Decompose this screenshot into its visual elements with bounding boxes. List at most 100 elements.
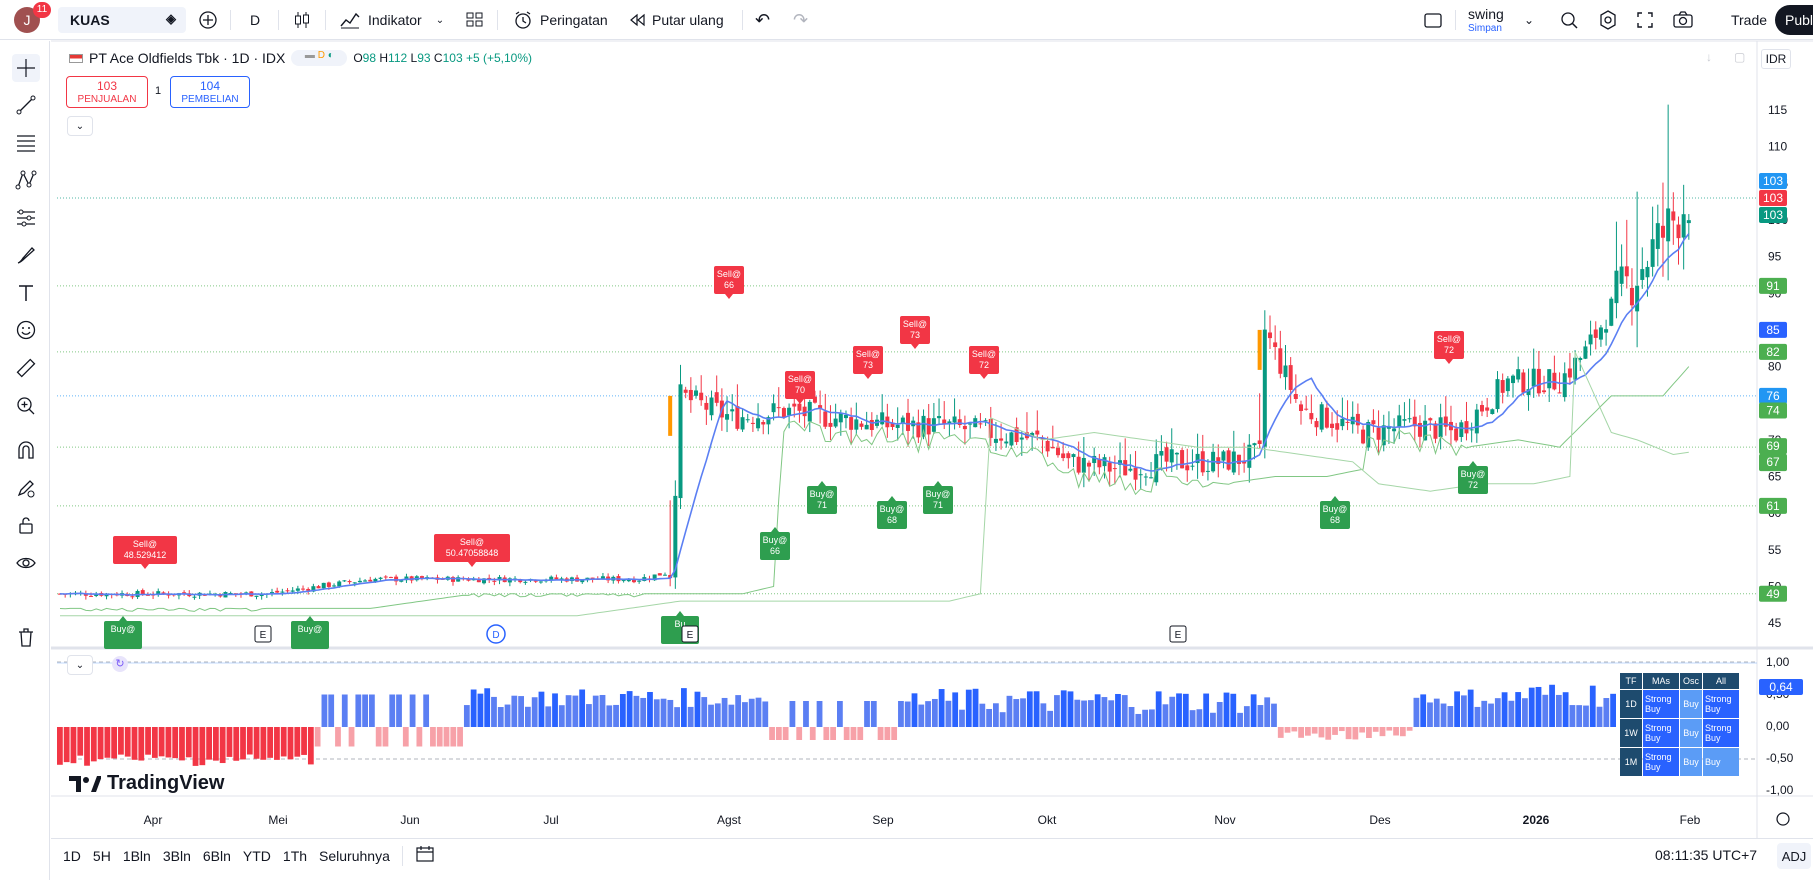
osc-bar [57, 727, 63, 765]
quick-search-icon[interactable] [1559, 9, 1579, 31]
candle-body [197, 592, 202, 596]
osc-bar [1121, 695, 1128, 727]
candle-body [818, 405, 823, 409]
layouts-grid-icon[interactable] [465, 9, 485, 31]
osc-current-bg [1759, 679, 1803, 695]
alerts-button[interactable]: Peringatan [512, 9, 608, 31]
candle-body [606, 576, 611, 581]
projection-icon[interactable] [12, 204, 40, 232]
fullscreen-icon[interactable] [1636, 9, 1654, 31]
ruler-icon[interactable] [12, 354, 40, 382]
notification-badge[interactable]: 11 [33, 2, 51, 18]
osc-bar [558, 705, 565, 727]
candle-body [1319, 404, 1324, 430]
osc-bar [613, 704, 619, 727]
buy-order-button[interactable]: 104 PEMBELIAN [170, 76, 250, 108]
scroll-down-icon[interactable]: ↓ [1706, 50, 1712, 64]
osc-bar [1345, 727, 1352, 740]
candle-body [316, 586, 321, 589]
date-range-calendar-icon[interactable] [415, 845, 435, 866]
camera-snapshot-icon[interactable] [1672, 9, 1694, 31]
osc-bar [118, 727, 124, 755]
adj-button[interactable]: ADJ [1777, 843, 1811, 869]
maximize-pane-icon[interactable]: ▢ [1734, 50, 1746, 64]
range-1m[interactable]: 1Bln [122, 847, 151, 864]
replay-button[interactable]: Putar ulang [628, 9, 724, 31]
osc-tick-label: 0,50 [1766, 687, 1790, 701]
time-axis-label: Jul [543, 813, 558, 827]
refresh-icon[interactable]: ↻ [112, 656, 128, 672]
signal-label: Buy@ [298, 624, 323, 634]
candle-body [1236, 454, 1241, 464]
price-tick-label: 110 [1768, 140, 1787, 154]
candle-body [409, 576, 414, 581]
range-ytd[interactable]: YTD [242, 847, 271, 864]
range-1y[interactable]: 1Th [282, 847, 308, 864]
osc-bar [640, 697, 647, 727]
candle-body [895, 424, 900, 428]
undo-icon[interactable]: ↶ [755, 9, 771, 30]
collapse-pane-button[interactable]: ⌄ [67, 655, 93, 675]
crosshair-icon[interactable] [12, 54, 40, 82]
chevron-down-icon[interactable]: ⌄ [1524, 13, 1535, 27]
add-symbol-icon[interactable] [198, 9, 218, 31]
redo-icon[interactable]: ↷ [793, 9, 809, 30]
trash-icon[interactable] [12, 623, 40, 651]
range-5d[interactable]: 5H [92, 847, 111, 864]
chevron-down-icon[interactable]: ⌄ [435, 14, 445, 26]
candle-body [1257, 440, 1262, 445]
trend-line-icon[interactable] [12, 91, 40, 119]
publish-button[interactable]: Publ [1775, 5, 1813, 35]
order-quantity[interactable]: 1 [155, 85, 162, 97]
signal-label: Sell@ [856, 349, 880, 359]
candle-body [1624, 266, 1629, 277]
diamond-icon[interactable]: ◈ [166, 11, 176, 26]
trade-button[interactable]: Trade [1730, 12, 1768, 28]
candle-body [83, 593, 88, 596]
collapse-legend-button[interactable]: ⌄ [67, 116, 93, 136]
candle-body [176, 593, 181, 596]
currency-button[interactable]: IDR [1761, 49, 1791, 69]
candle-body [1542, 390, 1547, 393]
interval-button[interactable]: D [250, 12, 261, 28]
signal-pointer [934, 481, 942, 486]
indicators-button[interactable]: Indikator ⌄ [339, 9, 444, 31]
brush-icon[interactable] [12, 241, 40, 269]
osc-bar [70, 727, 77, 764]
range-1d[interactable]: 1D [63, 847, 81, 864]
symbol-search[interactable]: KUAS ◈ [58, 7, 186, 33]
signal-pointer [725, 294, 733, 299]
candle-body [1433, 423, 1438, 439]
candle-style-icon[interactable] [292, 9, 312, 31]
range-6m[interactable]: 6Bln [202, 847, 231, 864]
range-all[interactable]: Seluruhnya [319, 847, 390, 864]
chart-title[interactable]: PT Ace Oldfields Tbk · 1D · IDX [89, 50, 286, 66]
tv-logo-icon [69, 775, 101, 792]
layout-name-button[interactable]: swing Simpan [1468, 6, 1504, 34]
lock-icon[interactable] [12, 511, 40, 539]
tradingview-logo[interactable]: TradingView [69, 772, 224, 795]
candle-body [647, 578, 652, 580]
osc-bar [138, 727, 145, 761]
price-tick-label: 75 [1768, 396, 1782, 410]
clock[interactable]: 08:11:35 UTC+7 [1655, 847, 1758, 863]
magnet-icon[interactable] [12, 436, 40, 464]
emoji-icon[interactable] [12, 316, 40, 344]
visibility-toggle-icon[interactable]: ▬ D ◐ [291, 50, 348, 66]
ratings-header: MAs [1643, 673, 1679, 689]
range-3m[interactable]: 3Bln [162, 847, 191, 864]
fib-retracement-icon[interactable] [12, 129, 40, 157]
eye-icon[interactable] [12, 549, 40, 577]
settings-gear-icon[interactable] [1598, 9, 1618, 31]
osc-bar [416, 727, 423, 747]
stay-in-drawing-icon[interactable] [12, 474, 40, 502]
window-icon[interactable] [1423, 9, 1443, 31]
candle-body [968, 423, 973, 425]
sell-order-button[interactable]: 103 PENJUALAN [66, 76, 148, 108]
text-tool-icon[interactable] [12, 279, 40, 307]
zoom-in-icon[interactable] [12, 392, 40, 420]
price-tick-label: 90 [1768, 286, 1782, 300]
pattern-icon[interactable] [12, 166, 40, 194]
price-label: 91 [1766, 279, 1780, 293]
